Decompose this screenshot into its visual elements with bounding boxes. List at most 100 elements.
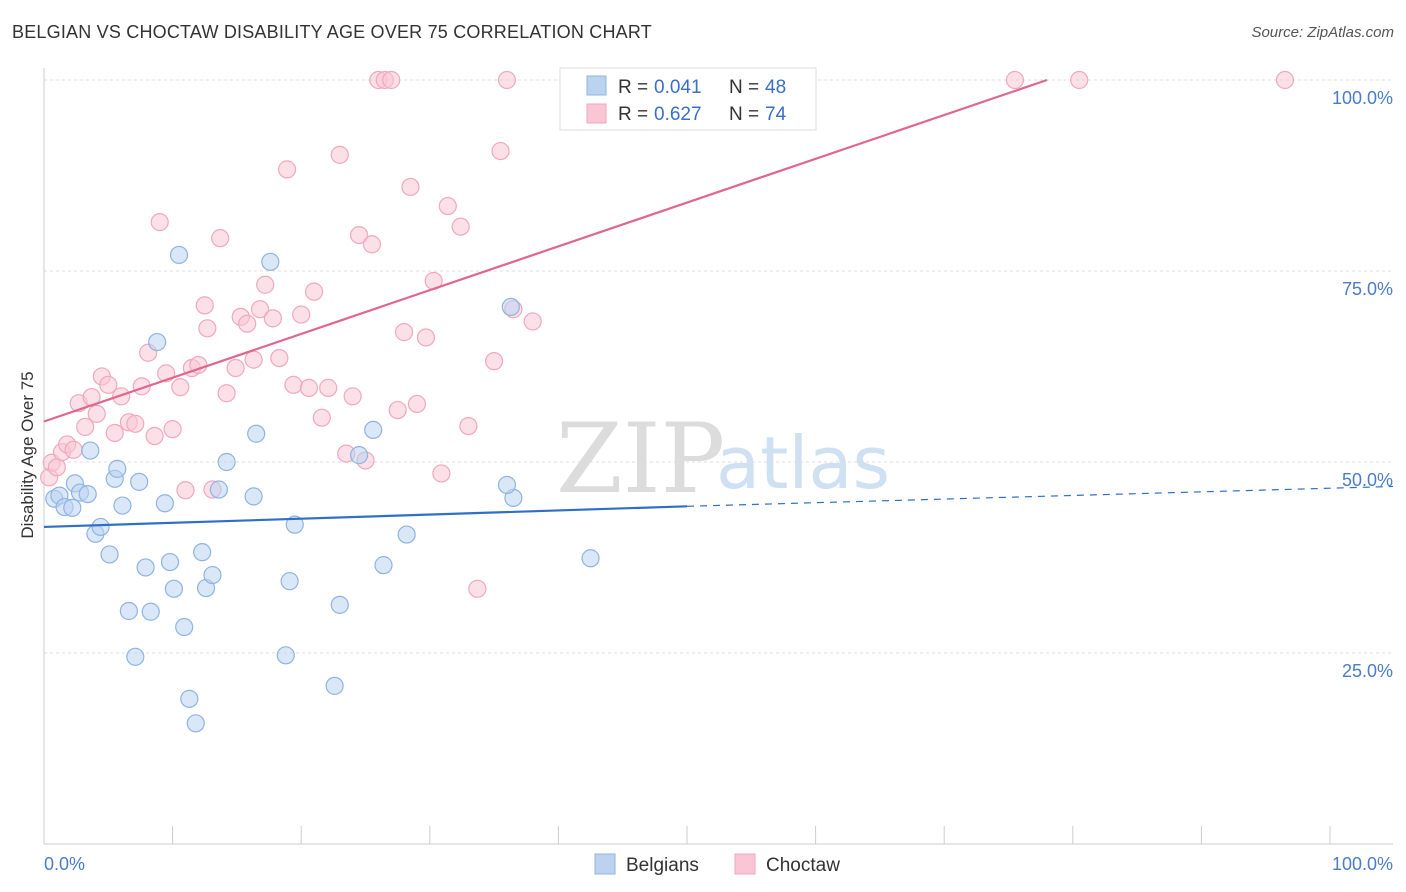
- belgians-point: [81, 441, 100, 460]
- choctaw-point: [432, 464, 451, 483]
- y-tick-label: 50.0%: [1342, 470, 1393, 490]
- choctaw-point: [76, 417, 95, 436]
- stats-legend: R = 0.041 N = 48 R = 0.627 N = 74: [559, 67, 817, 131]
- choctaw-point: [401, 177, 420, 197]
- choctaw-point: [1005, 70, 1025, 90]
- choctaw-point: [299, 378, 319, 397]
- choctaw-point: [244, 350, 263, 369]
- belgians-point: [280, 572, 299, 591]
- belgians-points: [45, 245, 600, 733]
- belgians-point: [364, 420, 383, 440]
- choctaw-point: [1275, 70, 1295, 90]
- choctaw-point: [126, 414, 145, 433]
- choctaw-point: [163, 420, 182, 439]
- choctaw-point: [491, 141, 510, 161]
- legend-r-value-1: 0.041: [654, 77, 702, 98]
- belgians-point: [349, 446, 369, 465]
- legend-n-label-2: N =: [729, 104, 759, 125]
- choctaw-point: [256, 275, 275, 294]
- belgians-point: [247, 424, 266, 443]
- choctaw-point: [226, 358, 245, 378]
- choctaw-point: [485, 352, 504, 371]
- legend-r-value-2: 0.627: [654, 104, 702, 125]
- x-tick-label-right: 100.0%: [1332, 854, 1393, 874]
- choctaw-point: [198, 319, 217, 338]
- legend-swatch-choctaw: [586, 103, 607, 124]
- belgians-point: [100, 545, 119, 564]
- belgians-point: [175, 617, 194, 637]
- y-tick-labels: 25.0% 50.0% 75.0% 100.0%: [1332, 88, 1393, 681]
- y-tick-label: 25.0%: [1342, 661, 1393, 681]
- choctaw-point: [330, 145, 349, 164]
- choctaw-point: [343, 387, 362, 406]
- choctaw-point: [150, 213, 169, 232]
- choctaw-point: [1070, 70, 1089, 90]
- belgians-trend-extension: [686, 485, 1394, 507]
- axes: [43, 68, 1393, 845]
- belgians-point: [285, 515, 304, 534]
- choctaw-point: [195, 296, 214, 315]
- choctaw-point: [64, 440, 83, 459]
- series-legend: Belgians Choctaw: [594, 853, 840, 876]
- choctaw-point: [319, 378, 338, 397]
- belgians-point: [169, 245, 189, 265]
- belgians-point: [136, 558, 155, 577]
- choctaw-point: [87, 404, 106, 423]
- choctaw-point: [382, 70, 401, 90]
- choctaw-point: [394, 323, 414, 342]
- bottom-swatch-choctaw: [734, 853, 756, 875]
- belgians-point: [108, 459, 127, 478]
- legend-r-label-2: R =: [618, 104, 648, 125]
- belgians-point: [203, 565, 222, 585]
- choctaw-point: [312, 408, 331, 427]
- belgians-point: [501, 297, 520, 317]
- source-label: Source: ZipAtlas.com: [1251, 24, 1394, 41]
- legend-n-value-1: 48: [765, 77, 786, 98]
- belgians-point: [397, 525, 416, 544]
- bottom-swatch-belgians: [594, 853, 616, 875]
- x-tick-label-left: 0.0%: [44, 854, 85, 874]
- belgians-point: [209, 480, 228, 499]
- belgians-point: [276, 646, 295, 665]
- choctaw-point: [388, 400, 407, 420]
- choctaw-point: [47, 458, 66, 477]
- choctaw-point: [362, 235, 382, 254]
- choctaw-point: [407, 394, 427, 414]
- trend-lines: [43, 78, 1394, 529]
- choctaw-point: [211, 229, 230, 248]
- choctaw-point: [459, 416, 478, 436]
- belgians-point: [126, 647, 145, 666]
- legend-n-label-1: N =: [729, 77, 759, 98]
- choctaw-point: [105, 423, 124, 443]
- choctaw-point: [523, 312, 542, 331]
- y-tick-label: 75.0%: [1342, 279, 1393, 299]
- belgians-point: [581, 549, 600, 568]
- choctaw-trend-line: [43, 78, 1048, 423]
- watermark-atlas: atlas: [716, 421, 890, 505]
- y-axis-title: Disability Age Over 75: [18, 371, 37, 538]
- belgians-point: [148, 332, 167, 352]
- belgians-trend-line: [43, 505, 688, 529]
- belgians-point: [113, 496, 132, 515]
- choctaw-point: [416, 328, 436, 347]
- choctaw-point: [497, 70, 517, 90]
- belgians-point: [160, 552, 180, 572]
- choctaw-point: [171, 378, 190, 397]
- choctaw-point: [270, 348, 289, 368]
- belgians-point: [261, 252, 280, 271]
- belgians-point: [164, 579, 183, 598]
- choctaw-point: [176, 481, 195, 500]
- belgians-point: [63, 498, 82, 517]
- choctaw-point: [304, 282, 324, 301]
- belgians-point: [78, 484, 97, 504]
- choctaw-point: [238, 314, 257, 333]
- belgians-point: [186, 714, 205, 733]
- belgians-point: [180, 689, 199, 708]
- belgians-point: [217, 452, 236, 472]
- belgians-point: [141, 602, 160, 621]
- legend-n-value-2: 74: [765, 104, 787, 125]
- choctaw-point: [277, 160, 297, 179]
- belgians-point: [497, 475, 517, 495]
- watermark: ZIP atlas: [556, 403, 890, 515]
